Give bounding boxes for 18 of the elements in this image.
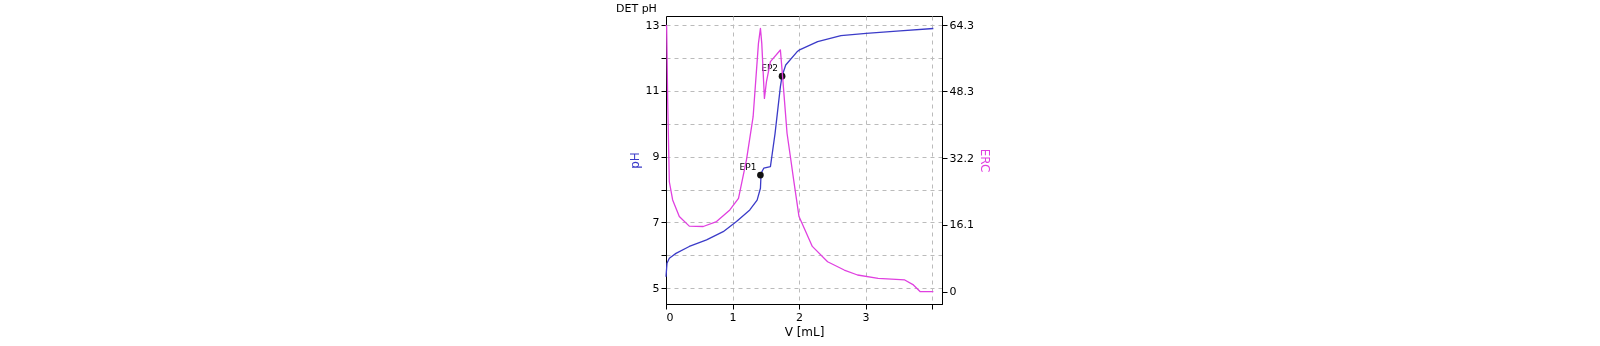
y-tick-label: 5 — [652, 281, 660, 295]
y-tick-label: 7 — [652, 215, 660, 229]
y-tick-label: 11 — [645, 84, 660, 98]
y2-tick-label: 48.3 — [949, 84, 974, 98]
y2-tick-label: 32.2 — [949, 151, 974, 165]
x-axis-title: V [mL] — [784, 324, 825, 339]
y2-tick-label: 0 — [949, 285, 957, 299]
chart-title: DET pH — [616, 2, 657, 15]
x-tick-label: 2 — [796, 310, 804, 324]
x-tick-label: 0 — [666, 310, 674, 324]
y-axis-title: pH — [627, 152, 642, 169]
x-tick-label: 1 — [729, 310, 737, 324]
y2-tick-label: 64.3 — [949, 18, 974, 32]
y-tick-label: 13 — [645, 18, 660, 32]
y2-tick-label: 16.1 — [949, 218, 974, 232]
x-tick-label: 3 — [862, 310, 870, 324]
y-tick-label: 9 — [652, 150, 660, 164]
y2-axis-title: ERC — [977, 148, 992, 173]
